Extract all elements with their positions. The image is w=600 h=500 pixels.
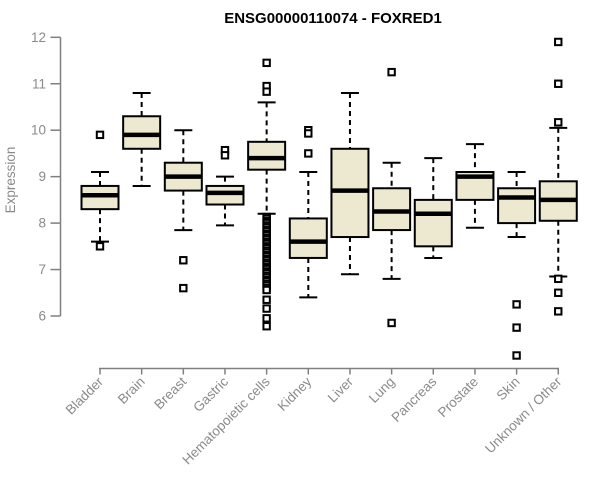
outlier-marker: [512, 323, 521, 332]
box-lung: [372, 67, 412, 328]
outlier-marker: [387, 67, 396, 77]
x-tick-label: Skin: [494, 374, 523, 403]
y-tick-label: 7: [38, 262, 46, 277]
y-tick-label: 10: [31, 123, 46, 138]
outlier-marker: [304, 149, 313, 158]
y-axis: 6 7 8 9 10 11 12: [31, 30, 62, 324]
y-axis-title: Expression: [3, 147, 18, 214]
box-prostate: [455, 143, 495, 229]
y-tick-label: 6: [38, 309, 46, 324]
iqr-box: [122, 115, 162, 150]
outlier-marker: [95, 242, 105, 251]
x-tick-label: Brain: [115, 374, 148, 407]
outlier-marker: [179, 256, 188, 265]
outlier-marker: [512, 351, 521, 360]
outlier-marker: [262, 314, 271, 323]
box-kidney: [288, 126, 328, 299]
x-tick-label: Prostate: [435, 374, 481, 420]
y-tick-label: 8: [38, 216, 46, 231]
iqr-box: [247, 140, 287, 171]
outlier-marker: [554, 307, 563, 316]
outlier-marker: [262, 87, 271, 96]
outlier-marker: [179, 283, 188, 293]
iqr-box: [205, 184, 245, 206]
outlier-marker: [262, 295, 271, 304]
boxes-layer: [80, 37, 578, 360]
box-pancreas: [413, 157, 453, 259]
outlier-marker: [512, 300, 521, 309]
x-tick-label: Gastric: [190, 374, 231, 415]
x-tick-label: Unknown / Other: [482, 374, 565, 457]
iqr-box: [80, 184, 120, 211]
outlier-marker: [262, 322, 271, 331]
outlier-marker: [554, 79, 563, 88]
box-breast: [163, 129, 203, 293]
x-tick-label: Bladder: [63, 374, 107, 418]
iqr-box: [288, 217, 328, 259]
x-tick-label: Kidney: [275, 374, 315, 414]
x-tick-label: Liver: [325, 374, 357, 406]
outlier-marker: [554, 274, 563, 284]
box-gastric: [205, 145, 245, 227]
y-tick-label: 11: [32, 76, 46, 91]
outlier-marker: [304, 129, 313, 138]
outlier-marker: [262, 285, 271, 295]
x-tick-label: Pancreas: [388, 374, 439, 425]
box-brain: [122, 92, 162, 187]
outlier-marker: [554, 37, 563, 47]
chart-title: ENSG00000110074 - FOXRED1: [224, 10, 442, 27]
iqr-box: [330, 147, 370, 239]
x-tick-label: Lung: [366, 374, 398, 406]
x-tick-label: Breast: [151, 374, 189, 412]
outlier-marker: [554, 288, 563, 297]
box-hematopoietic-cells: [247, 58, 287, 331]
box-unknown-other: [538, 37, 578, 316]
y-tick-label: 12: [31, 30, 46, 45]
box-skin: [497, 171, 537, 360]
outlier-marker: [95, 130, 105, 140]
outlier-marker: [220, 151, 230, 160]
iqr-box: [372, 187, 412, 232]
box-liver: [330, 92, 370, 276]
outlier-marker: [554, 118, 563, 127]
outlier-marker: [262, 58, 271, 68]
y-tick-label: 9: [38, 169, 46, 184]
iqr-box: [413, 198, 453, 248]
box-bladder: [80, 130, 120, 251]
iqr-box: [497, 187, 537, 225]
outlier-marker: [262, 304, 271, 313]
outlier-marker: [387, 318, 396, 328]
